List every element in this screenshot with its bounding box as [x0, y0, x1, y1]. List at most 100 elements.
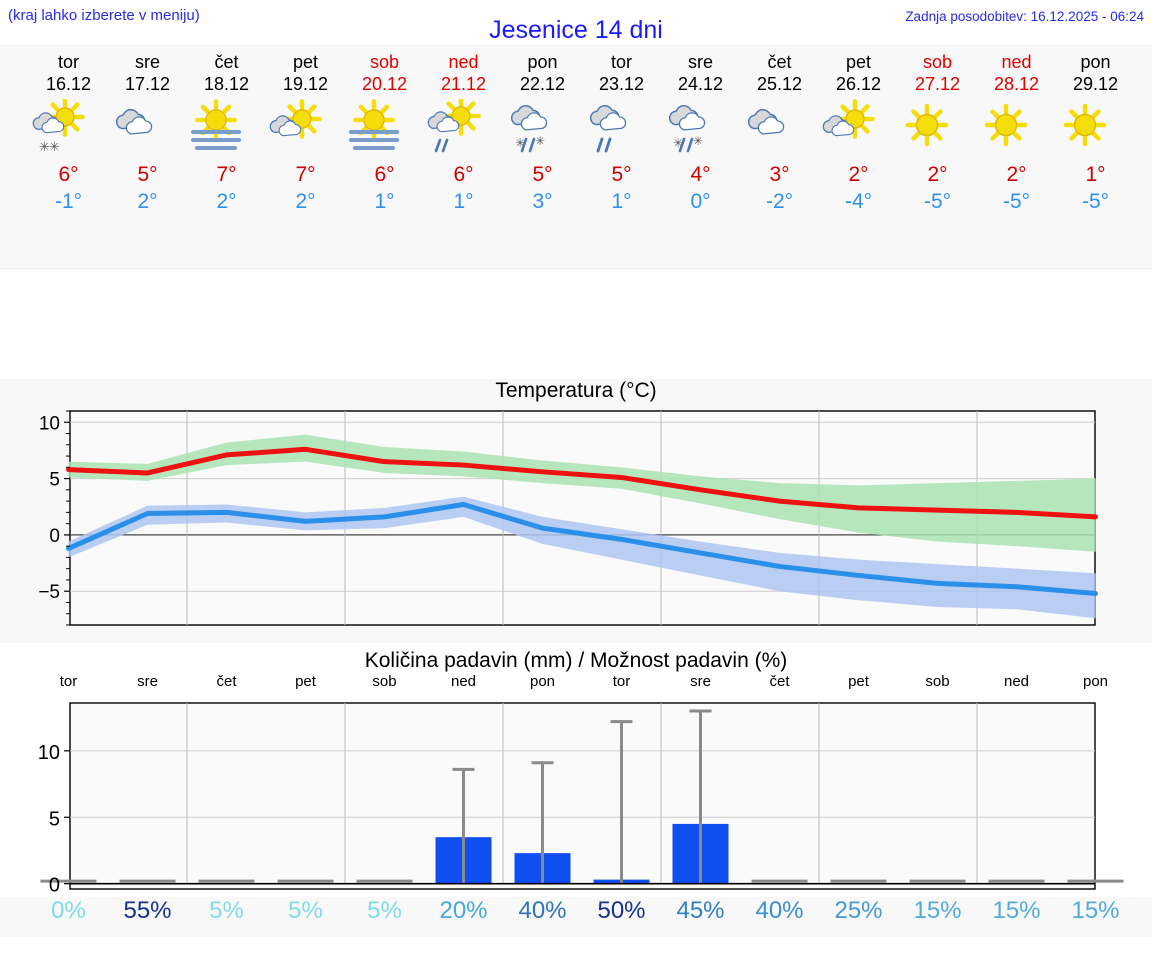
day-column-0[interactable]: tor 16.12 ✳ ✳ 6° -1°: [29, 46, 108, 215]
day-date: 20.12: [361, 74, 408, 94]
day-temp-min: 1°: [374, 190, 395, 213]
day-column-13[interactable]: pon 29.12 1° -5°: [1056, 46, 1135, 215]
day-date: 28.12: [993, 74, 1040, 94]
precip-probability: 15%: [913, 897, 962, 924]
precip-probability: 55%: [123, 897, 172, 924]
day-temp-min: 2°: [137, 190, 158, 213]
sunny-icon: [898, 99, 977, 157]
precip-day-label: sob: [372, 673, 397, 690]
day-temp-min: -1°: [54, 190, 83, 213]
precip-probability: 5%: [288, 897, 323, 924]
day-temp-max: 6°: [374, 163, 395, 186]
day-date: 21.12: [440, 74, 487, 94]
svg-text:0: 0: [49, 526, 60, 547]
last-updated: Zadnja posodobitev: 16.12.2025 - 06:24: [905, 9, 1144, 24]
day-date: 16.12: [45, 74, 92, 94]
day-name: ned: [448, 52, 479, 72]
svg-text:10: 10: [38, 742, 60, 764]
day-name: pet: [292, 52, 319, 72]
day-temp-max: 5°: [532, 163, 553, 186]
svg-text:−5: −5: [38, 582, 60, 603]
day-temp-max: 5°: [611, 163, 632, 186]
day-temp-min: -5°: [1081, 190, 1110, 213]
day-name: pon: [1080, 52, 1111, 72]
day-temp-max: 4°: [690, 163, 711, 186]
day-column-4[interactable]: sob 20.12 6° 1°: [345, 46, 424, 215]
day-date: 17.12: [124, 74, 171, 94]
day-column-12[interactable]: ned 28.12 2° -5°: [977, 46, 1056, 215]
day-temp-max: 5°: [137, 163, 158, 186]
precip-day-label: pon: [1082, 673, 1109, 690]
partly-sunny-rain-icon: [424, 99, 503, 157]
day-name: ned: [1001, 52, 1032, 72]
precipitation-probability-row: 0% 55% 5% 5% 5% 20% 40% 50% 45% 40% 25% 15% 15% 15%: [0, 897, 1152, 937]
day-name: pet: [845, 52, 872, 72]
precip-probability: 5%: [367, 897, 402, 924]
day-name: sre: [687, 52, 713, 72]
day-temp-max: 2°: [1006, 163, 1027, 186]
day-column-1[interactable]: sre 17.12 5° 2°: [108, 46, 187, 215]
day-column-6[interactable]: pon 22.12 ✳ ✳ 5° 3°: [503, 46, 582, 215]
day-name: sob: [369, 52, 400, 72]
precip-day-label: pon: [529, 673, 556, 690]
svg-text:10: 10: [39, 413, 60, 434]
day-name: čet: [214, 52, 239, 72]
day-temp-min: 1°: [453, 190, 474, 213]
precip-day-label: čet: [216, 673, 237, 690]
cloudy-sleet-icon: ✳ ✳: [503, 99, 582, 157]
svg-text:✳: ✳: [39, 139, 50, 154]
day-name: sre: [134, 52, 160, 72]
day-temp-max: 2°: [848, 163, 869, 186]
day-temp-max: 7°: [216, 163, 237, 186]
day-temp-min: -5°: [923, 190, 952, 213]
day-column-9[interactable]: čet 25.12 3° -2°: [740, 46, 819, 215]
day-column-7[interactable]: tor 23.12 5° 1°: [582, 46, 661, 215]
precip-day-label: ned: [1003, 673, 1030, 690]
day-temp-min: -4°: [844, 190, 873, 213]
sunny-icon: [1056, 99, 1135, 157]
precip-day-label: sre: [137, 673, 158, 690]
sun-fog-icon: [345, 99, 424, 157]
svg-text:✳: ✳: [515, 136, 525, 150]
svg-text:5: 5: [49, 808, 60, 830]
day-date: 18.12: [203, 74, 250, 94]
precipitation-chart: 10 5 0: [0, 697, 1152, 897]
precip-day-label: čet: [769, 673, 790, 690]
day-date: 25.12: [756, 74, 803, 94]
day-date: 22.12: [519, 74, 566, 94]
day-column-10[interactable]: pet 26.12 2° -4°: [819, 46, 898, 215]
day-column-8[interactable]: sre 24.12 ✳ ✳ 4° 0°: [661, 46, 740, 215]
day-column-2[interactable]: čet 18.12 7° 2°: [187, 46, 266, 215]
page-title: Jesenice 14 dni: [489, 16, 663, 44]
day-date: 23.12: [598, 74, 645, 94]
precipitation-day-labels: tor sre čet pet sob ned pon tor sre čet pet sob ned p…: [0, 673, 1152, 697]
svg-text:✳: ✳: [673, 136, 683, 150]
precip-day-label: tor: [59, 673, 78, 690]
precip-probability: 15%: [1071, 897, 1120, 924]
day-name: sob: [922, 52, 953, 72]
partly-sunny-snow-icon: ✳ ✳: [29, 99, 108, 157]
precip-probability: 20%: [439, 897, 488, 924]
partly-sunny-icon: [266, 99, 345, 157]
precip-probability: 25%: [834, 897, 883, 924]
day-temp-max: 6°: [453, 163, 474, 186]
day-column-11[interactable]: sob 27.12 2° -5°: [898, 46, 977, 215]
precipitation-chart-block: Količina padavin (mm) / Možnost padavin …: [0, 649, 1152, 937]
day-name: čet: [767, 52, 792, 72]
day-temp-min: 2°: [216, 190, 237, 213]
precip-day-label: tor: [612, 673, 631, 690]
day-column-3[interactable]: pet 19.12 7° 2°: [266, 46, 345, 215]
day-name: tor: [57, 52, 79, 72]
day-temp-max: 3°: [769, 163, 790, 186]
day-temp-min: -2°: [765, 190, 794, 213]
precip-probability: 40%: [755, 897, 804, 924]
precipitation-chart-title: Količina padavin (mm) / Možnost padavin …: [364, 649, 788, 672]
svg-text:✳: ✳: [693, 134, 703, 148]
cloudy-sleet-icon: ✳ ✳: [661, 99, 740, 157]
precip-probability: 50%: [597, 897, 646, 924]
day-column-5[interactable]: ned 21.12 6° 1°: [424, 46, 503, 215]
precip-day-label: ned: [450, 673, 477, 690]
sun-fog-icon: [187, 99, 266, 157]
page-header: (kraj lahko izberete v meniju) Jesenice …: [0, 0, 1152, 45]
